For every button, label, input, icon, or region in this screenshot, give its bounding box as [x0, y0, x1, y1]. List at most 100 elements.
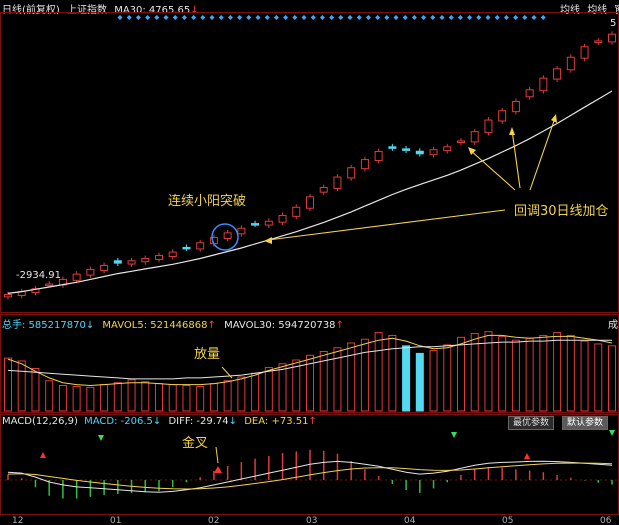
candle	[306, 193, 314, 212]
candle	[86, 266, 95, 279]
default-params-button[interactable]: 默认参数	[562, 416, 609, 430]
candle	[388, 143, 397, 151]
volume-bar	[306, 354, 314, 412]
diamond-icon	[319, 15, 325, 20]
candle	[525, 86, 534, 100]
mavol30-arrow-icon: ↑	[335, 320, 344, 331]
volume-bar	[429, 350, 438, 412]
x-tick-label: 06	[600, 516, 612, 525]
diamond-icon	[522, 15, 528, 20]
diamond-icon	[430, 15, 436, 20]
diamond-icon	[411, 15, 417, 20]
candle	[278, 212, 287, 226]
diamond-icon	[448, 15, 454, 20]
volume-bar	[72, 385, 81, 412]
x-axis: 12 01 02 03 04 05 06	[12, 516, 612, 525]
sell-signal-icon	[98, 435, 104, 441]
dea-readout: DEA: +73.51	[244, 416, 309, 427]
dea-arrow-icon: ↑	[308, 416, 317, 427]
sell-signal-icon	[609, 430, 615, 436]
macd-readout: MACD: -206.5	[84, 416, 153, 427]
candle	[566, 54, 575, 73]
candle	[168, 249, 177, 260]
volume-bar	[457, 336, 465, 412]
tab-window[interactable]: 窗	[614, 5, 619, 16]
volume-bar	[511, 339, 520, 412]
diamond-icon	[347, 15, 353, 20]
volume-bar	[292, 359, 301, 412]
golden-cross-pointer	[215, 446, 219, 464]
x-tick-label: 02	[208, 516, 219, 525]
tab-ma-2[interactable]: 均线	[587, 5, 608, 16]
candle	[539, 75, 548, 94]
diamond-icon	[227, 15, 233, 20]
diff-readout: DIFF: -29.74	[168, 416, 229, 427]
volume-legend: 总手: 585217870↓ MAVOL5: 521446868↑ MAVOL3…	[2, 316, 344, 331]
volume-bar	[278, 363, 287, 412]
candle	[127, 257, 136, 267]
diamond-icon	[421, 15, 427, 20]
candle	[484, 117, 493, 136]
x-tick-label: 05	[502, 516, 513, 525]
low-price-label: -2934.91	[16, 270, 61, 281]
volume-bar	[237, 376, 246, 412]
chart-header: 日线(前复权) 上证指数 MA30: 4765.65↓	[2, 1, 199, 16]
volume-bar	[17, 360, 26, 412]
diamond-icon	[283, 15, 289, 20]
sell-signal-icon	[451, 432, 457, 438]
diamond-icon	[301, 15, 307, 20]
volume-bar	[251, 372, 260, 412]
candle	[457, 138, 465, 146]
pullback-arrows	[267, 117, 556, 241]
volume-bar	[566, 334, 575, 412]
candle	[498, 107, 507, 124]
buy-signal-icon	[524, 453, 530, 459]
candle	[443, 143, 452, 154]
x-tick-label: 01	[110, 516, 121, 525]
annotation-pullback: 回调30日线加仓	[514, 204, 609, 219]
volume-bar	[594, 343, 603, 412]
volume-bar	[553, 332, 562, 412]
annotation-golden-cross: 金叉	[182, 436, 209, 451]
volume-right-marker: 成	[608, 320, 618, 331]
buy-signal-icon	[40, 452, 46, 458]
ma30-readout: MA30: 4765.65	[114, 5, 191, 16]
diamond-icon	[365, 15, 371, 20]
diamond-icon	[310, 15, 316, 20]
candle	[347, 164, 356, 181]
candle	[155, 252, 163, 263]
candle	[319, 184, 328, 196]
macd-signal-markers	[40, 430, 615, 473]
volume-bar	[209, 383, 218, 412]
candle	[100, 262, 109, 274]
tab-ma-1[interactable]: 均线	[560, 5, 580, 16]
diff-arrow-icon: ↓	[228, 416, 238, 427]
diamond-icon	[237, 15, 243, 20]
diamond-icon	[135, 15, 141, 20]
diamond-icon	[375, 15, 381, 20]
diamond-icon	[393, 15, 399, 20]
candle	[182, 244, 191, 251]
diamond-icon	[476, 15, 482, 20]
right-tabs: 均线 均线 窗	[560, 1, 619, 16]
volume-bar	[333, 347, 342, 412]
volume-bar	[45, 380, 54, 412]
diamond-icon	[246, 15, 252, 20]
candle	[333, 174, 342, 192]
diamond-icon	[356, 15, 362, 20]
candle	[17, 288, 26, 299]
candle	[360, 156, 369, 172]
ma30-arrow-icon: ↓	[190, 5, 199, 16]
total-volume-arrow-icon: ↓	[85, 320, 95, 331]
volume-bar	[141, 381, 150, 412]
volume-bar	[388, 334, 397, 412]
candle	[141, 255, 150, 265]
mavol30-line	[7, 339, 612, 380]
candlestick-series	[4, 31, 616, 300]
candle	[553, 65, 562, 83]
optimize-params-button[interactable]: 最优参数	[508, 416, 555, 430]
volume-bar	[580, 340, 589, 412]
annotation-volume: 放量	[194, 347, 221, 362]
diamond-icon	[467, 15, 473, 20]
candle	[237, 225, 246, 237]
